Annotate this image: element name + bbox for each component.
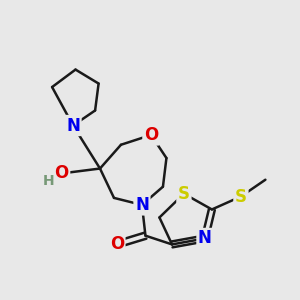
Text: O: O: [110, 236, 124, 253]
Text: O: O: [144, 126, 158, 144]
Text: H: H: [42, 174, 54, 188]
Text: N: N: [66, 116, 80, 134]
Text: N: N: [198, 230, 212, 247]
Text: S: S: [178, 185, 190, 203]
Text: O: O: [54, 164, 69, 182]
Text: N: N: [135, 196, 149, 214]
Text: S: S: [235, 188, 247, 206]
